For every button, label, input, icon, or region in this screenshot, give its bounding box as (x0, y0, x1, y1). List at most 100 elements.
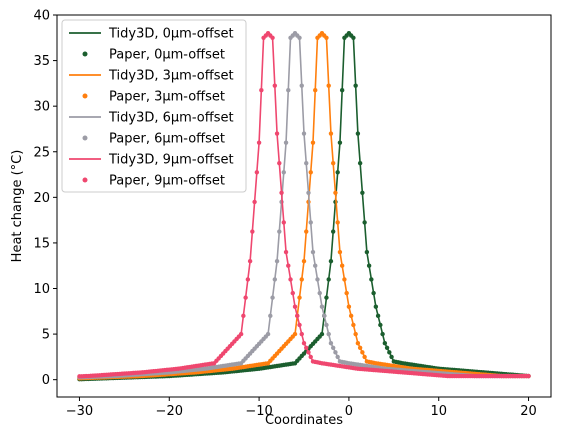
data-point (328, 131, 334, 136)
data-point (304, 345, 309, 350)
data-point (243, 295, 248, 300)
y-tick-label: 20 (33, 191, 50, 206)
data-point (373, 304, 379, 309)
x-tick-label: −30 (66, 404, 93, 419)
series-layer (77, 31, 531, 382)
x-tick-label: 0 (345, 404, 353, 419)
y-tick-label: 0 (42, 373, 50, 388)
data-point (281, 220, 286, 225)
data-point (250, 229, 255, 234)
y-axis-label: Heat change (°C) (10, 150, 25, 263)
y-tick-label: 30 (33, 100, 50, 115)
data-point (310, 249, 316, 255)
y-tick-label: 35 (33, 54, 50, 69)
data-point (259, 88, 264, 93)
data-point (322, 313, 327, 319)
data-point (268, 313, 273, 319)
data-point (333, 190, 338, 195)
legend-marker-swatch (82, 135, 88, 141)
data-point (351, 35, 356, 40)
data-point (283, 249, 289, 255)
data-point (301, 341, 307, 346)
data-point (238, 331, 244, 337)
data-point (384, 345, 390, 350)
data-point (283, 140, 289, 145)
data-point (247, 258, 253, 264)
x-tick-label: 10 (430, 404, 447, 419)
data-point (277, 160, 282, 166)
legend-label: Paper, 0µm-offset (109, 48, 225, 63)
data-point (335, 170, 340, 175)
data-point (297, 322, 302, 328)
legend: Tidy3D, 0µm-offset Paper, 0µm-offset Tidy3… (61, 19, 247, 193)
data-point (288, 277, 293, 282)
data-point (330, 160, 336, 166)
plot-frame (56, 14, 552, 398)
data-point (274, 258, 280, 264)
legend-label: Tidy3D, 9µm-offset (108, 153, 234, 168)
legend-item: Paper, 0µm-offset (82, 48, 225, 63)
data-point (357, 160, 363, 166)
data-point (348, 313, 354, 319)
data-point (310, 140, 316, 145)
data-point (274, 131, 280, 136)
legend-item: Tidy3D, 6µm-offset (69, 111, 234, 126)
y-tick-label: 15 (33, 236, 50, 251)
data-point (308, 220, 313, 225)
data-point (304, 229, 309, 234)
legend-label: Tidy3D, 3µm-offset (108, 69, 234, 84)
data-point (369, 277, 374, 282)
data-point (256, 140, 262, 145)
data-point (375, 313, 381, 319)
legend-item: Paper, 6µm-offset (82, 132, 225, 147)
data-point (326, 331, 331, 337)
data-point (254, 170, 260, 175)
data-point (333, 350, 338, 355)
y-tick-label: 10 (33, 282, 50, 297)
data-point (272, 277, 278, 282)
data-point (328, 258, 334, 264)
x-tick-label: 20 (520, 404, 537, 419)
data-point (344, 290, 349, 296)
legend-box (61, 19, 247, 193)
data-point (301, 258, 307, 264)
data-point (330, 229, 336, 234)
data-point (351, 322, 356, 328)
legend-label: Tidy3D, 0µm-offset (108, 27, 234, 42)
data-point (281, 170, 286, 175)
legend-label: Tidy3D, 6µm-offset (108, 111, 234, 126)
legend-item: Paper, 3µm-offset (82, 90, 225, 105)
data-point (353, 331, 358, 337)
data-point (324, 322, 329, 328)
data-point (252, 199, 257, 205)
x-axis-label: Coordinates (265, 413, 343, 428)
data-point (299, 277, 304, 282)
data-point (357, 345, 363, 350)
data-point (337, 249, 343, 255)
data-point (286, 88, 291, 93)
data-point (382, 341, 388, 346)
data-point (378, 322, 383, 328)
legend-item: Tidy3D, 9µm-offset (69, 153, 234, 168)
data-point (326, 83, 331, 88)
x-tick-label: −20 (156, 404, 183, 419)
data-point (308, 354, 313, 360)
legend-marker-swatch (82, 51, 88, 57)
data-point (297, 295, 302, 300)
data-point (324, 35, 329, 40)
data-point (292, 304, 298, 309)
data-point (315, 277, 320, 282)
data-point (353, 83, 358, 88)
data-point (299, 331, 304, 337)
legend-marker-swatch (82, 177, 88, 183)
legend-item: Tidy3D, 3µm-offset (69, 69, 234, 84)
data-point (366, 263, 372, 268)
data-point (387, 350, 392, 355)
legend-marker-swatch (82, 93, 88, 99)
data-point (342, 277, 347, 282)
data-point (380, 331, 385, 337)
data-point (270, 35, 275, 40)
legend-label: Paper, 6µm-offset (109, 132, 225, 147)
y-tick-label: 40 (33, 9, 50, 24)
data-point (272, 83, 278, 88)
